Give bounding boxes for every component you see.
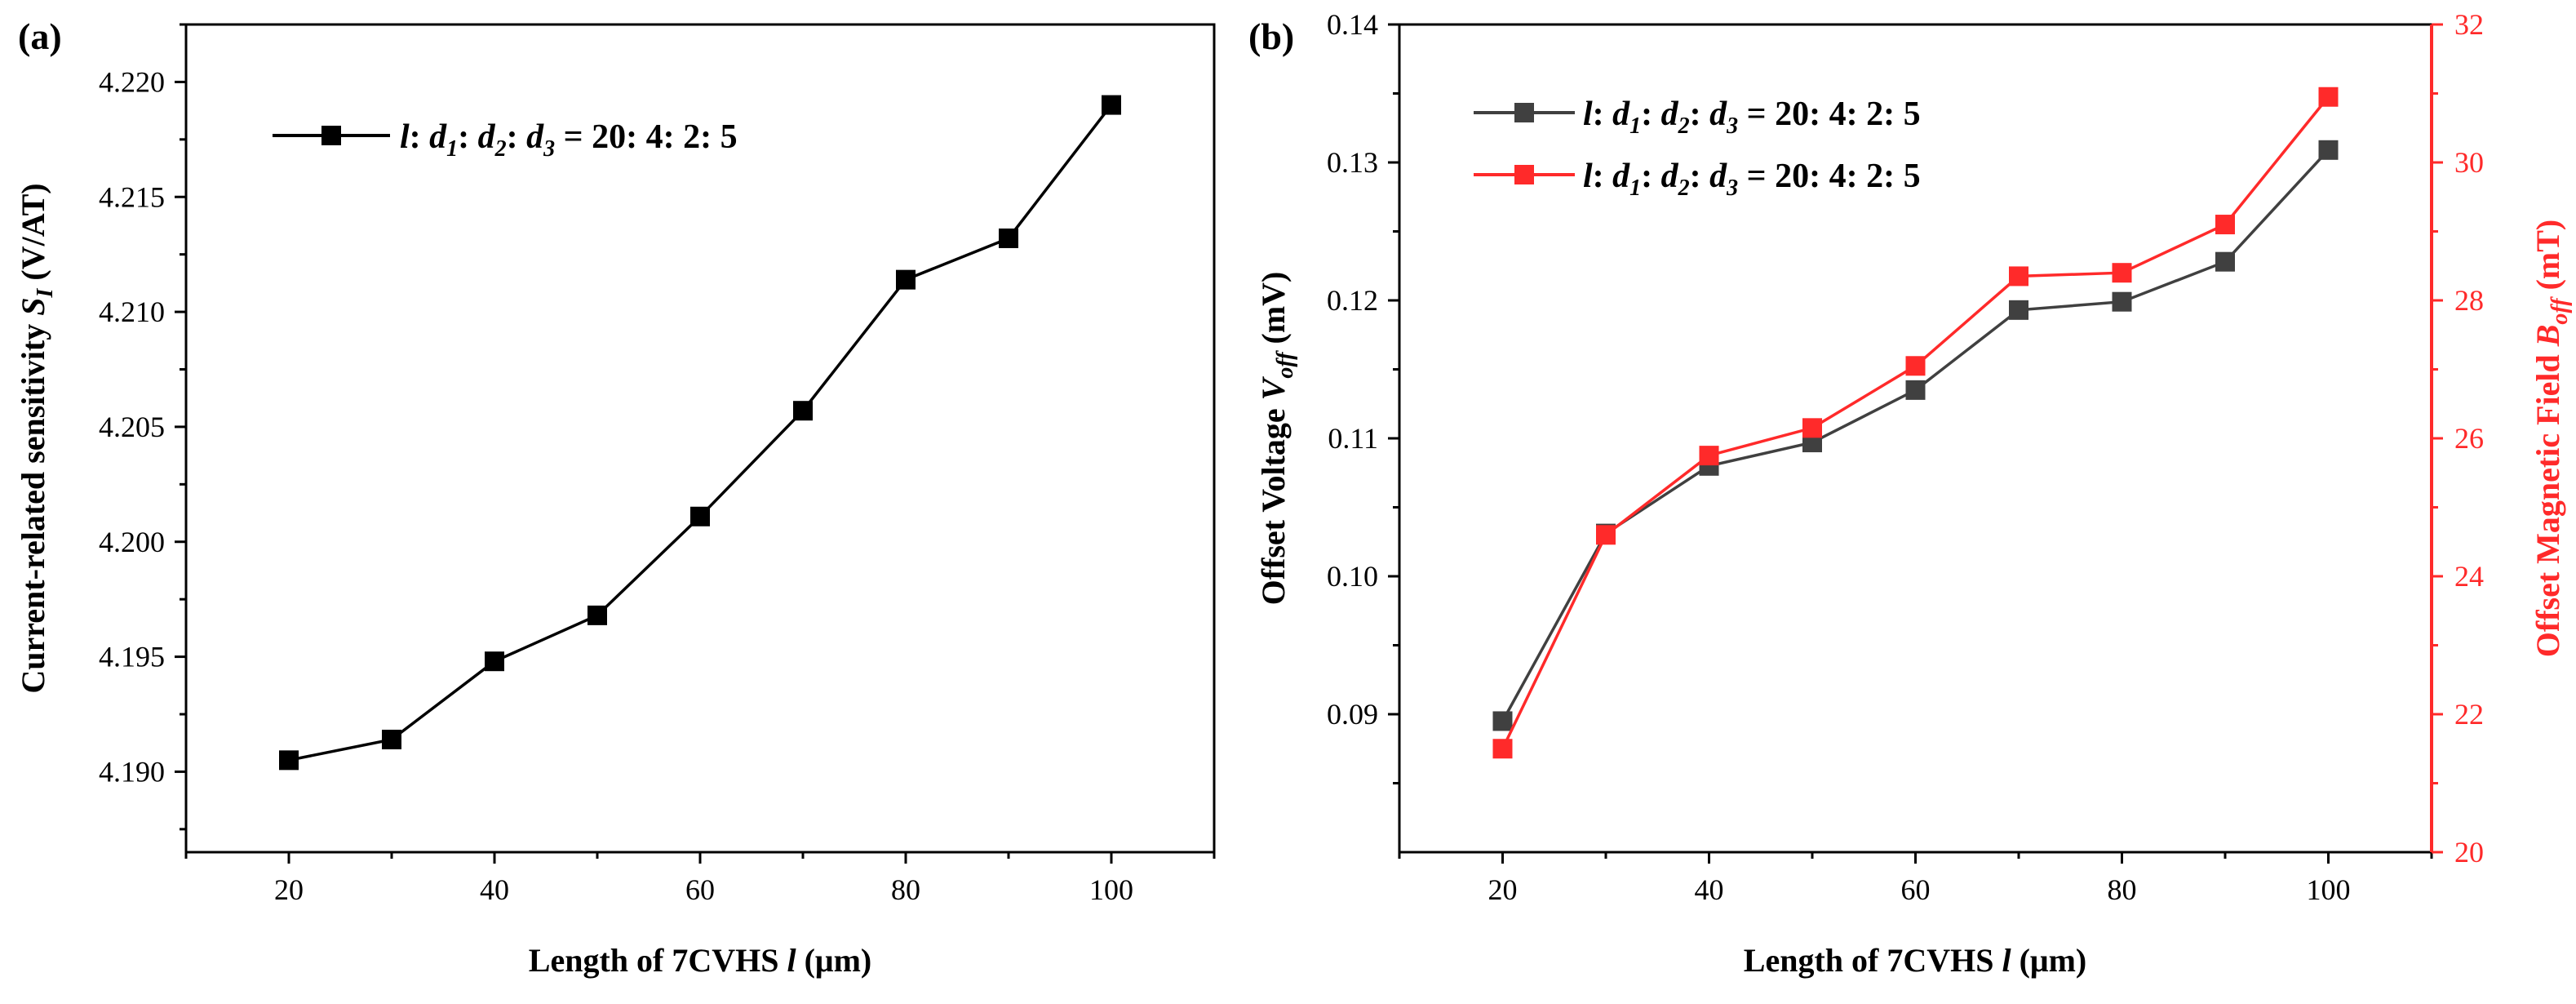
y2-tick-label-b: 26 [2454,422,2484,455]
y-tick-label-a: 4.215 [99,180,165,213]
x-tick-label-a: 40 [480,873,509,906]
x-axis-title-b: Length of 7CVHS l (μm) [1744,942,2086,979]
x-tick-label-b: 40 [1695,873,1724,906]
data-point-b-0-8 [2318,140,2339,160]
data-point-b-1-2 [1699,446,1719,466]
panel-label-b: (b) [1248,16,1294,57]
y2-tick-label-b: 28 [2454,284,2484,317]
data-point-b-1-4 [1905,356,1926,376]
panel-label-a: (a) [18,16,62,57]
series-group-a [279,95,1121,771]
series-line-a-0 [288,104,1113,762]
y-tick-label-a: 4.205 [99,411,165,443]
legend-a: l: d1: d2: d3 = 20: 4: 2: 5 [273,118,738,162]
y-tick-label-a: 4.200 [99,526,165,558]
panel-b: (b) 20 40 60 80 1000.090.100.110.120.130.142… [1248,8,2573,979]
y-axis-title-a: Current-related sensitivity SI (V/AT) [15,183,58,693]
data-point-a-0-6 [896,269,916,290]
data-point-a-0-7 [999,228,1018,248]
legend-label-a1: l: d1: d2: d3 = 20: 4: 2: 5 [400,118,738,162]
y-tick-label-b: 0.11 [1328,422,1378,455]
legend-marker-a1 [321,126,341,145]
y2-tick-label-b: 22 [2454,698,2484,731]
data-point-a-0-8 [1102,95,1121,115]
tick-group-b: 20 40 60 80 100 0.09 0.10 0.11 0.12 0.13 0.14 20 22 2… [1327,8,2484,906]
tick-group-a: 20 40 60 80 100 4.190 4.195 4.200 4.205 4.210 4.21… [99,23,1216,906]
data-point-a-0-1 [382,729,401,749]
legend-marker-b2 [1514,165,1534,184]
legend-label-b1: l: d1: d2: d3 = 20: 4: 2: 5 [1583,96,1921,139]
y-axis-title-b: Offset Voltage Voff (mV) [1255,272,1298,606]
y2-tick-label-b: 20 [2454,836,2484,869]
y2-tick-label-b: 30 [2454,146,2484,179]
legend-label-b2: l: d1: d2: d3 = 20: 4: 2: 5 [1583,158,1921,201]
data-point-b-1-6 [2112,263,2132,283]
series-group-b [1492,87,2339,759]
data-point-a-0-3 [587,605,607,625]
data-point-a-0-4 [690,506,710,526]
data-point-a-0-2 [485,651,504,672]
x-tick-label-a: 80 [891,873,920,906]
plot-frame-b [1398,23,2433,854]
y2-axis-title-b: Offset Magnetic Field Boff (mT) [2529,220,2573,657]
y-tick-label-b: 0.10 [1327,560,1378,593]
data-point-b-1-3 [1802,418,1822,438]
data-point-b-1-7 [2215,215,2235,235]
y2-tick-label-b: 24 [2454,560,2484,593]
data-point-b-1-1 [1596,525,1616,545]
y-tick-label-a: 4.190 [99,755,165,788]
x-tick-label-b: 80 [2108,873,2137,906]
data-point-b-0-4 [1905,380,1926,400]
y-tick-label-a: 4.195 [99,641,165,673]
y2-tick-label-b: 32 [2454,8,2484,41]
data-point-b-0-0 [1492,711,1513,731]
y-tick-label-a: 4.220 [99,65,165,98]
x-tick-label-b: 60 [1901,873,1931,906]
x-tick-label-a: 60 [685,873,715,906]
y-tick-label-b: 0.14 [1327,8,1378,41]
data-point-a-0-0 [279,750,299,771]
data-point-a-0-5 [793,401,813,421]
data-point-b-1-5 [2009,266,2028,287]
data-point-b-1-0 [1492,739,1513,759]
legend-b: l: d1: d2: d3 = 20: 4: 2: 5 l: d1: d2: d… [1474,96,1921,201]
data-point-b-0-5 [2009,300,2028,320]
y-tick-label-b: 0.12 [1327,284,1378,317]
y-tick-label-b: 0.13 [1327,146,1378,179]
panel-a: (a) 20 40 60 80 100 4.190 4.195 4.200 4.205 4.210… [15,16,1216,979]
x-tick-label-a: 100 [1089,873,1133,906]
y-tick-label-b: 0.09 [1327,698,1378,731]
legend-marker-b1 [1514,103,1534,122]
x-tick-label-b: 20 [1488,873,1518,906]
y-tick-label-a: 4.210 [99,295,165,328]
x-axis-title-a: Length of 7CVHS l (μm) [529,942,871,979]
x-tick-label-a: 20 [274,873,304,906]
data-point-b-1-8 [2318,87,2339,107]
data-point-b-0-7 [2215,251,2235,272]
data-point-b-0-6 [2112,291,2132,312]
x-tick-label-b: 100 [2307,873,2351,906]
